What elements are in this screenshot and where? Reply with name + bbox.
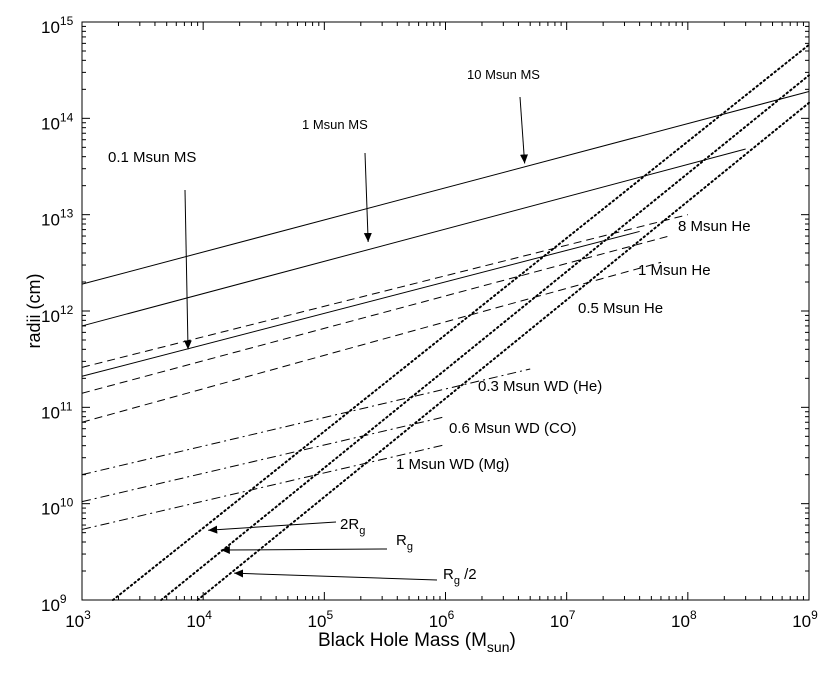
- series-10-msun-ms: [81, 90, 810, 285]
- label-8-msun-he: 8 Msun He: [678, 218, 751, 235]
- series-8-msun-he: [81, 214, 688, 368]
- y-tick-label-base: 10: [41, 403, 60, 422]
- x-tick-label: 105: [308, 608, 334, 631]
- y-tick-label-base: 10: [41, 500, 60, 519]
- label-2rg-sub: g: [359, 525, 365, 537]
- arrow-10-msun-ms: [519, 96, 529, 164]
- label-0p1-msun-ms: 0.1 Msun MS: [108, 149, 196, 166]
- label-1-msun-he: 1 Msun He: [638, 262, 711, 279]
- arrow-rg-2: [234, 569, 438, 581]
- y-tick-label-base: 10: [41, 211, 60, 230]
- y-tick-label-exp: 15: [60, 14, 74, 28]
- series-0-6-msun-wd-co: [81, 416, 446, 503]
- x-tick-label-base: 10: [308, 612, 327, 631]
- y-tick-label-base: 10: [41, 114, 60, 133]
- y-tick-label: 109: [41, 592, 67, 615]
- y-tick-label: 1011: [41, 399, 73, 422]
- x-tick-label-exp: 6: [448, 608, 455, 622]
- series-rg: [160, 74, 810, 601]
- y-tick-label-exp: 10: [60, 496, 74, 510]
- arrow-0-1-msun-ms: [183, 189, 192, 350]
- series-layer: [81, 43, 810, 601]
- x-tick-label-exp: 5: [326, 608, 333, 622]
- y-tick-label-exp: 14: [60, 110, 74, 124]
- series-0-3-msun-wd-he: [81, 368, 531, 476]
- label-rg: Rg: [396, 532, 413, 553]
- series-1-msun-he: [81, 235, 670, 394]
- label-2rg-main: 2R: [340, 516, 359, 533]
- label-0p5-msun-he: 0.5 Msun He: [578, 300, 663, 317]
- x-tick-label-base: 10: [550, 612, 569, 631]
- label-1-msun-wd: 1 Msun WD (Mg): [396, 456, 509, 473]
- series-0-5-msun-he: [81, 261, 662, 423]
- x-tick-label-exp: 3: [84, 608, 91, 622]
- x-tick-label-exp: 7: [569, 608, 576, 622]
- label-rg-main: R: [396, 532, 407, 549]
- x-tick-label: 108: [671, 608, 697, 631]
- label-0p6-msun-wd: 0.6 Msun WD (CO): [449, 420, 577, 437]
- arrow-rg: [220, 545, 388, 554]
- series-2rg: [111, 43, 810, 601]
- tick-layer: 103 104 105 106 107 108 1091091010101110121013…: [41, 14, 818, 631]
- x-tick-label-base: 10: [792, 612, 811, 631]
- x-tick-label: 109: [792, 608, 818, 631]
- x-tick-label-base: 10: [671, 612, 690, 631]
- y-tick-label-base: 10: [41, 18, 60, 37]
- label-rg-half-sub: g: [454, 575, 460, 587]
- y-tick-label: 1014: [41, 110, 74, 133]
- x-tick-label: 103: [65, 608, 91, 631]
- x-axis-label: Black Hole Mass (Msun): [318, 630, 516, 655]
- x-tick-label: 104: [186, 608, 212, 631]
- label-0p3-msun-wd: 0.3 Msun WD (He): [478, 378, 602, 395]
- x-tick-label-base: 10: [186, 612, 205, 631]
- x-tick-label-base: 10: [429, 612, 448, 631]
- x-axis-label-sub: sun: [487, 639, 510, 655]
- series-1-msun-wd-mg: [81, 444, 446, 530]
- label-2rg: 2Rg: [340, 516, 365, 537]
- y-tick-label-base: 10: [41, 307, 60, 326]
- x-axis-label-close: ): [510, 630, 516, 651]
- x-tick-label: 107: [550, 608, 576, 631]
- y-tick-label: 1015: [41, 14, 74, 37]
- plot-frame: [81, 21, 810, 601]
- x-tick-label-base: 10: [65, 612, 84, 631]
- label-rg-sub: g: [407, 541, 413, 553]
- series-0-1-msun-ms: [81, 230, 640, 377]
- x-tick-label-exp: 9: [811, 608, 818, 622]
- arrow-1-msun-ms: [363, 152, 372, 243]
- y-axis-label: radii (cm): [24, 274, 44, 349]
- arrow-layer: [183, 96, 529, 581]
- x-axis-label-main: Black Hole Mass (M: [318, 630, 487, 651]
- y-tick-label-base: 10: [41, 596, 60, 615]
- y-tick-label-exp: 11: [60, 399, 73, 413]
- y-tick-label: 1013: [41, 207, 74, 230]
- y-tick-label: 1012: [41, 303, 74, 326]
- y-tick-label-exp: 9: [60, 592, 67, 606]
- label-rg-half-main: R: [443, 566, 454, 583]
- y-tick-label: 1010: [41, 496, 74, 519]
- label-rg-half-suffix: /2: [460, 566, 477, 583]
- y-tick-label-exp: 12: [60, 303, 74, 317]
- x-tick-label-exp: 4: [205, 608, 212, 622]
- arrow-2rg: [208, 521, 337, 534]
- y-tick-label-exp: 13: [60, 207, 74, 221]
- x-tick-label: 106: [429, 608, 455, 631]
- series-1-msun-ms: [81, 148, 746, 327]
- label-1-msun-ms: 1 Msun MS: [302, 117, 368, 132]
- label-10-msun-ms: 10 Msun MS: [467, 67, 540, 82]
- x-tick-label-exp: 8: [690, 608, 697, 622]
- label-rg-half: Rg /2: [443, 566, 477, 587]
